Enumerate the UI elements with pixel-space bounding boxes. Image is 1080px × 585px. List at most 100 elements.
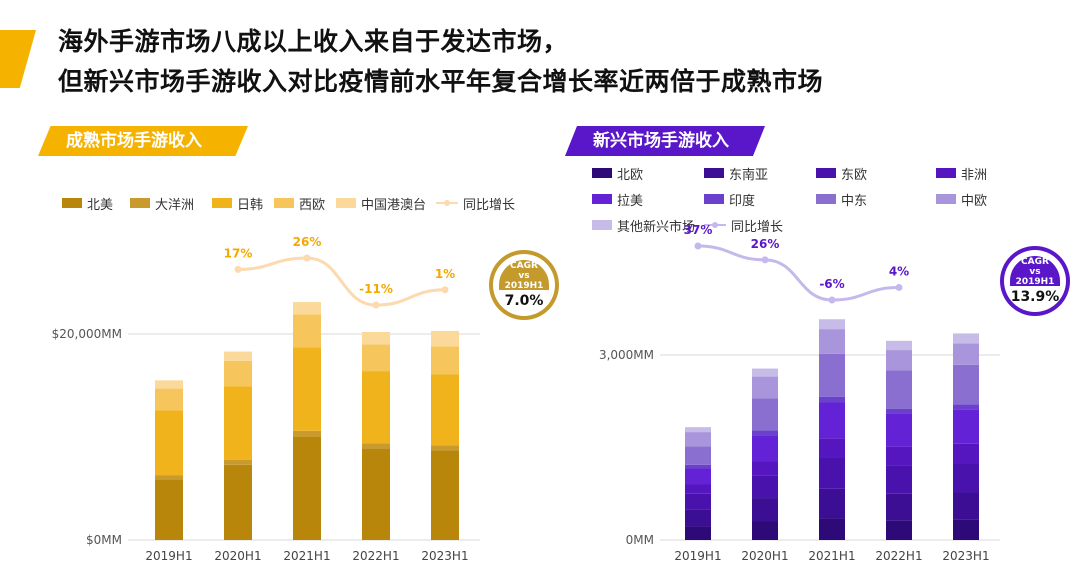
bar-segment-emerging-7-0: [685, 432, 711, 447]
bar-segment-emerging-0-4: [953, 519, 979, 540]
legend-swatch: [704, 194, 724, 204]
bar-segment-emerging-3-4: [953, 443, 979, 464]
bar-segment-emerging-3-2: [819, 438, 845, 458]
legend-item: 日韩: [212, 194, 263, 213]
legend-item: 同比增长: [704, 216, 784, 235]
bar-segment-mature-2-1: [224, 386, 252, 460]
x-tick-label: 2020H1: [741, 549, 788, 563]
legend-label: 印度: [729, 193, 756, 209]
growth-point: [372, 301, 380, 309]
bar-segment-mature-4-0: [155, 380, 183, 389]
legend-item: 同比增长: [436, 194, 516, 213]
mature-chart: $0MM $20,000MM 2019H1 2020H1 2021H1 2022H1 202…: [52, 235, 480, 563]
legend-swatch: [212, 198, 232, 208]
legend-item: 中国港澳台: [336, 194, 427, 213]
legend-swatch: [274, 198, 294, 208]
x-tick-label: 2022H1: [352, 549, 399, 563]
bar-segment-emerging-2-0: [685, 493, 711, 510]
legend-label: 同比增长: [731, 219, 784, 235]
mature-cagr-value: 7.0%: [504, 293, 544, 309]
legend-item: 西欧: [274, 194, 326, 213]
growth-label: -6%: [819, 277, 844, 291]
bar-segment-emerging-5-2: [819, 396, 845, 403]
legend-item: 拉美: [592, 190, 644, 209]
bar-segment-mature-4-3: [362, 331, 390, 345]
legend-swatch: [704, 168, 724, 178]
y-tick-label: 3,000MM: [599, 348, 654, 362]
legend-swatch: [336, 198, 356, 208]
emerging-chart: 0MM 3,000MM 2019H1 2020H1 2021H1 2022H1 2023H1…: [599, 223, 1000, 563]
headline: 海外手游市场八成以上收入来自于发达市场， 但新兴市场手游收入对比疫情前水平年复合…: [58, 22, 823, 102]
legend-swatch: [816, 168, 836, 178]
mature-chart-title: 成熟市场手游收入: [38, 126, 248, 156]
x-tick-label: 2020H1: [214, 549, 261, 563]
legend-label: 其他新兴市场: [617, 219, 696, 235]
bar-segment-mature-3-1: [224, 360, 252, 387]
growth-label: 26%: [293, 235, 322, 249]
emerging-cagr-badge: CAGR vs 2019H1 13.9%: [1000, 246, 1070, 316]
legend-label: 拉美: [617, 193, 644, 209]
bar-segment-mature-4-2: [293, 302, 321, 315]
bar-segment-emerging-2-3: [886, 465, 912, 494]
emerging-chart-title: 新兴市场手游收入: [565, 126, 765, 156]
bar-segment-emerging-4-4: [953, 409, 979, 444]
legend-label: 大洋洲: [155, 197, 195, 213]
bar-segment-emerging-1-1: [752, 498, 778, 522]
legend-label: 中欧: [961, 193, 988, 209]
legend-item: 北欧: [592, 164, 643, 183]
mature-growth-line: [237, 256, 446, 307]
legend-label: 中国港澳台: [361, 197, 427, 213]
bar-segment-mature-1-4: [431, 445, 459, 451]
bar-segment-emerging-0-0: [685, 526, 711, 540]
bar-segment-emerging-4-1: [752, 435, 778, 462]
x-tick-label: 2022H1: [875, 549, 922, 563]
x-tick-label: 2023H1: [942, 549, 989, 563]
growth-label: 26%: [751, 237, 780, 251]
legend-item: 大洋洲: [130, 194, 195, 213]
emerging-cagr-label: CAGR: [1021, 257, 1049, 267]
mature-cagr-label: CAGR: [510, 261, 538, 271]
legend-swatch: [592, 194, 612, 204]
legend-label: 北美: [87, 197, 114, 213]
x-tick-label: 2019H1: [145, 549, 192, 563]
legend-item: 非洲: [936, 164, 987, 183]
x-tick-label: 2021H1: [808, 549, 855, 563]
legend-swatch: [436, 198, 458, 208]
legend-item: 东欧: [816, 164, 867, 183]
emerging-cagr-base: 2019H1: [1015, 277, 1055, 287]
y-tick-label: $0MM: [86, 533, 122, 547]
bar-segment-emerging-6-1: [752, 398, 778, 431]
bar-segment-mature-1-0: [155, 475, 183, 480]
bar-segment-emerging-5-0: [685, 464, 711, 469]
bar-segment-mature-3-4: [431, 346, 459, 375]
legend-item: 其他新兴市场: [592, 216, 696, 235]
bar-segment-emerging-7-2: [819, 329, 845, 354]
legend-label: 西欧: [299, 197, 326, 213]
legend-swatch: [816, 194, 836, 204]
bar-segment-emerging-4-0: [685, 468, 711, 485]
bar-segment-mature-2-4: [431, 374, 459, 446]
bar-segment-emerging-7-1: [752, 376, 778, 399]
bar-segment-emerging-6-2: [819, 353, 845, 397]
growth-label: 17%: [224, 246, 253, 260]
growth-label: 1%: [435, 267, 455, 281]
bar-segment-emerging-2-4: [953, 463, 979, 493]
bar-segment-emerging-3-0: [685, 484, 711, 494]
bar-segment-emerging-1-0: [685, 509, 711, 527]
mature-cagr-vs: vs: [518, 271, 530, 281]
bar-segment-mature-4-4: [431, 330, 459, 347]
bar-segment-mature-3-2: [293, 314, 321, 348]
growth-label: 4%: [889, 264, 909, 278]
legend-label: 同比增长: [463, 197, 516, 213]
bar-segment-emerging-1-3: [886, 493, 912, 521]
legend-swatch: [704, 220, 726, 230]
emerging-cagr-vs: vs: [1029, 267, 1041, 277]
y-tick-label: 0MM: [626, 533, 654, 547]
bar-segment-mature-2-3: [362, 371, 390, 444]
growth-point: [234, 265, 242, 273]
x-tick-label: 2021H1: [283, 549, 330, 563]
legend-swatch: [592, 220, 612, 230]
bar-segment-mature-3-3: [362, 344, 390, 372]
growth-point: [441, 286, 449, 294]
